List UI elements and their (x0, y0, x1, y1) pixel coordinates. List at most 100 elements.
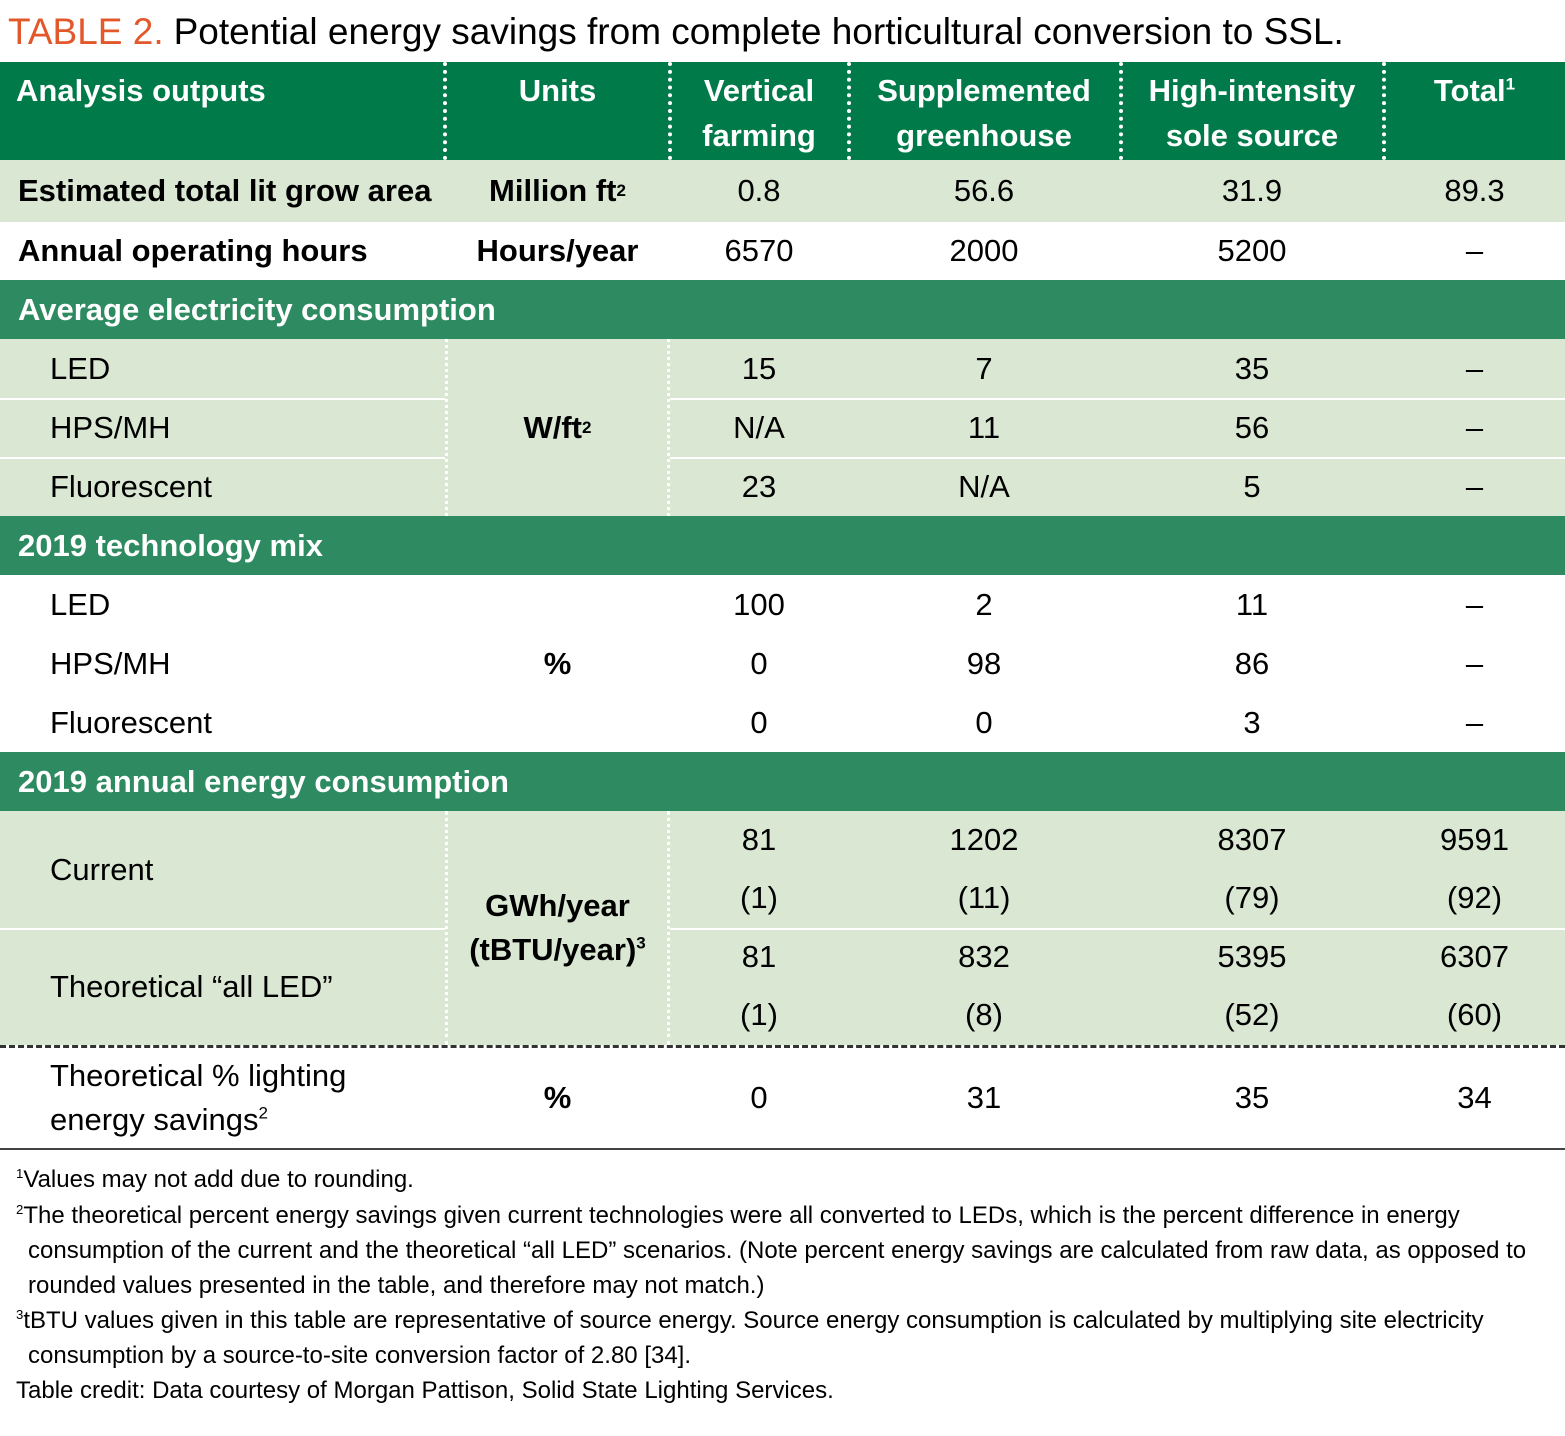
header-divider (1119, 62, 1123, 160)
cell-supplemented-greenhouse: 2 (975, 586, 993, 622)
header-divider (1382, 62, 1386, 160)
table-title: Potential energy savings from complete h… (173, 11, 1344, 52)
row-label: Annual operating hours (18, 233, 368, 268)
cell-supplemented-greenhouse: 56.6 (953, 173, 1015, 208)
section-title: Average electricity consumption (18, 291, 496, 327)
header-total: Total1 (1433, 73, 1516, 108)
section-header-electricity: Average electricity consumption (0, 280, 1565, 339)
row-label: HPS/MH (50, 409, 171, 445)
header-divider (443, 62, 447, 160)
table-row-lit-area: Estimated total lit grow area Million ft… (0, 160, 1565, 222)
cell-total: – (1465, 468, 1484, 504)
cell-vertical-farming: 81 (741, 822, 777, 857)
cell-supplemented-greenhouse: 2000 (949, 233, 1019, 268)
footnote-1: 1Values may not add due to rounding. (16, 1166, 414, 1193)
row-unit: % (543, 1080, 572, 1115)
table-row-fluorescent: Fluorescent 23 N/A 5 – (0, 457, 1565, 516)
cell-vertical-farming-tbtu: (1) (740, 997, 778, 1032)
row-label: LED (50, 586, 111, 622)
cell-high-intensity-tbtu: (52) (1224, 997, 1280, 1032)
section-header-energy: 2019 annual energy consumption (0, 752, 1565, 811)
table-row-hps-mh: HPS/MH N/A 11 56 – (0, 398, 1565, 459)
cell-high-intensity: 3 (1243, 704, 1261, 740)
cell-high-intensity: 35 (1234, 350, 1270, 386)
cell-supplemented-greenhouse-tbtu: (11) (957, 880, 1011, 915)
cell-high-intensity: 35 (1234, 1080, 1270, 1115)
cell-high-intensity-tbtu: (79) (1224, 880, 1280, 915)
row-label: Fluorescent (50, 704, 212, 740)
row-label: Theoretical % lighting energy savings2 (50, 1058, 347, 1137)
section-block-electricity: LED 15 7 35 – HPS/MH N/A 11 56 – Fluores… (0, 339, 1565, 516)
table-row-savings: Theoretical % lighting energy savings2 % … (0, 1045, 1565, 1150)
cell-vertical-farming: 23 (741, 468, 777, 504)
cell-vertical-farming: 0 (750, 704, 768, 740)
cell-high-intensity: 8307 (1217, 822, 1287, 857)
table-caption: TABLE 2. Potential energy savings from co… (8, 6, 1344, 58)
cell-total-tbtu: (60) (1446, 997, 1503, 1032)
cell-vertical-farming: 0.8 (737, 173, 781, 208)
table-label: TABLE 2. (8, 11, 164, 52)
row-label: HPS/MH (50, 645, 171, 681)
cell-total: 6307 (1440, 939, 1509, 974)
header-units: Units (518, 73, 597, 108)
cell-vertical-farming: 6570 (724, 233, 794, 268)
cell-high-intensity: 5395 (1217, 939, 1287, 974)
data-table: Analysis outputs Units Vertical farming S… (0, 62, 1565, 1150)
cell-supplemented-greenhouse: 0 (975, 704, 993, 740)
table-row-operating-hours: Annual operating hours Hours/year 6570 2… (0, 222, 1565, 280)
table-header-row: Analysis outputs Units Vertical farming S… (0, 62, 1565, 160)
table-credit: Table credit: Data courtesy of Morgan Pa… (16, 1377, 834, 1404)
cell-high-intensity: 56 (1234, 409, 1270, 445)
header-supplemented-greenhouse: Supplemented greenhouse (877, 73, 1091, 153)
row-label: LED (50, 350, 111, 386)
row-label: Current (50, 851, 154, 887)
row-label: Estimated total lit grow area (18, 173, 432, 208)
cell-vertical-farming: 100 (733, 586, 785, 622)
cell-vertical-farming: 0 (750, 1080, 768, 1115)
cell-vertical-farming: 0 (750, 645, 768, 681)
table-row-all-led: Theoretical “all LED” 81 832 5395 6307 (… (0, 928, 1565, 1045)
table-row-hps-mh: HPS/MH 0 98 86 – (0, 634, 1565, 693)
header-analysis-outputs: Analysis outputs (16, 73, 266, 108)
row-label: Fluorescent (50, 468, 212, 504)
header-vertical-farming: Vertical farming (702, 73, 816, 153)
cell-vertical-farming-tbtu: (1) (740, 880, 778, 915)
footnote-2: 2The theoretical percent energy savings … (16, 1202, 1527, 1299)
header-divider (847, 62, 851, 160)
table-row-fluorescent: Fluorescent 0 0 3 – (0, 693, 1565, 752)
cell-vertical-farming: N/A (733, 409, 785, 445)
table-row-led: LED 15 7 35 – (0, 339, 1565, 400)
footnote-3: 3tBTU values given in this table are rep… (16, 1307, 1484, 1369)
cell-supplemented-greenhouse: 832 (958, 939, 1010, 974)
section-block-energy: Current 81 1202 8307 9591 (1) (11) (79) … (0, 811, 1565, 1045)
header-high-intensity: High-intensity sole source (1148, 73, 1356, 153)
section-title: 2019 annual energy consumption (18, 763, 509, 799)
header-divider (668, 62, 672, 160)
row-unit: Million ft 2 (489, 173, 626, 208)
cell-supplemented-greenhouse: 31 (966, 1080, 1002, 1115)
cell-total: – (1465, 645, 1484, 681)
cell-total: 89.3 (1444, 173, 1505, 208)
section-block-technology-mix: LED 100 2 11 – HPS/MH 0 98 86 – Fluoresc… (0, 575, 1565, 752)
row-unit: Hours/year (476, 233, 639, 268)
cell-total: 34 (1457, 1080, 1492, 1115)
cell-supplemented-greenhouse: 7 (975, 350, 993, 386)
row-label: Theoretical “all LED” (50, 968, 333, 1004)
cell-high-intensity: 86 (1234, 645, 1270, 681)
cell-high-intensity: 5 (1243, 468, 1261, 504)
row-unit: W/ft 2 (445, 339, 670, 516)
cell-high-intensity: 5200 (1217, 233, 1287, 268)
cell-supplemented-greenhouse: 1202 (949, 822, 1019, 857)
cell-total: 9591 (1440, 822, 1509, 857)
section-header-technology-mix: 2019 technology mix (0, 516, 1565, 575)
cell-total: – (1465, 350, 1484, 386)
cell-total: – (1465, 233, 1484, 268)
cell-vertical-farming: 15 (741, 350, 777, 386)
cell-supplemented-greenhouse: 98 (966, 645, 1002, 681)
row-unit: % (543, 645, 572, 681)
cell-supplemented-greenhouse: 11 (967, 409, 1001, 445)
row-unit: GWh/year (tBTU/year)3 (445, 811, 670, 1045)
cell-total: – (1465, 409, 1484, 445)
cell-high-intensity: 11 (1235, 586, 1269, 622)
cell-total-tbtu: (92) (1446, 880, 1503, 915)
